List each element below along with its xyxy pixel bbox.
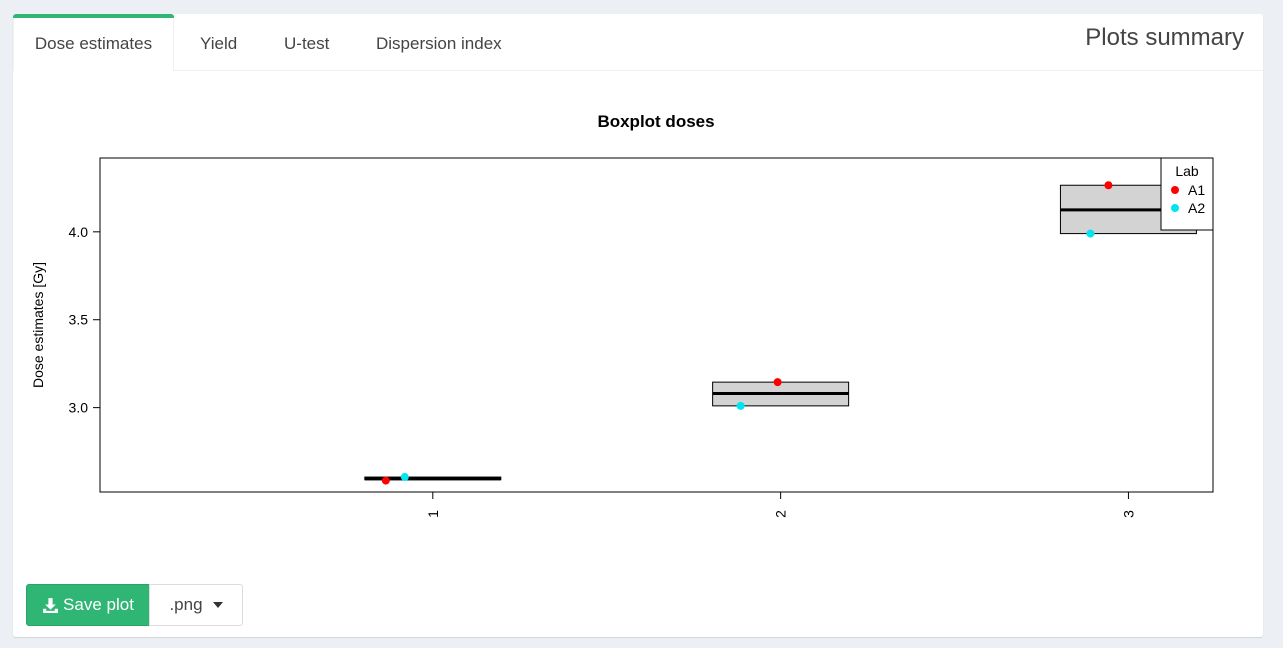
chart-title: Boxplot doses xyxy=(597,112,714,131)
boxplot-chart: Boxplot doses Dose estimates [Gy] 3.0 3.5… xyxy=(30,112,1214,518)
point-A2-1 xyxy=(400,473,409,482)
legend-marker-A1 xyxy=(1171,186,1179,194)
format-value: .png xyxy=(169,595,203,614)
plot-frame xyxy=(99,157,1214,493)
caret-down-icon xyxy=(212,602,223,608)
x-tick-label: 3 xyxy=(1120,510,1136,518)
tab-dose-estimates[interactable]: Dose estimates xyxy=(13,14,174,71)
y-tick-label: 4.0 xyxy=(69,224,89,240)
point-A2-2 xyxy=(736,401,745,410)
point-A1-2 xyxy=(773,378,782,387)
y-tick-label: 3.0 xyxy=(69,400,89,416)
format-dropdown[interactable]: .png xyxy=(149,584,243,626)
save-plot-button[interactable]: Save plot xyxy=(26,584,150,626)
legend-title: Lab xyxy=(1175,163,1199,179)
download-icon xyxy=(42,597,59,614)
point-A2-3 xyxy=(1086,229,1095,238)
legend-label-A1: A1 xyxy=(1188,182,1205,198)
plots-summary-panel: Dose estimates Yield U-test Dispersion i… xyxy=(13,14,1263,637)
plot-area: Boxplot doses Dose estimates [Gy] 3.0 3.5… xyxy=(13,71,1263,571)
tab-yield[interactable]: Yield xyxy=(200,34,238,53)
y-axis-label: Dose estimates [Gy] xyxy=(30,262,46,388)
y-tick-label: 3.5 xyxy=(69,312,89,328)
point-A1-1 xyxy=(381,476,390,485)
panel-title: Plots summary xyxy=(1085,24,1244,51)
x-tick-label: 1 xyxy=(425,510,441,518)
tab-bar: Dose estimates Yield U-test Dispersion i… xyxy=(13,14,1263,71)
tab-u-test[interactable]: U-test xyxy=(284,34,330,53)
point-A1-3 xyxy=(1104,181,1113,190)
x-tick-label: 2 xyxy=(773,510,789,518)
save-plot-label: Save plot xyxy=(63,595,134,614)
legend-label-A2: A2 xyxy=(1188,200,1205,216)
legend-box xyxy=(1160,157,1214,231)
legend-marker-A2 xyxy=(1171,204,1179,212)
tab-dispersion-index[interactable]: Dispersion index xyxy=(376,34,502,53)
